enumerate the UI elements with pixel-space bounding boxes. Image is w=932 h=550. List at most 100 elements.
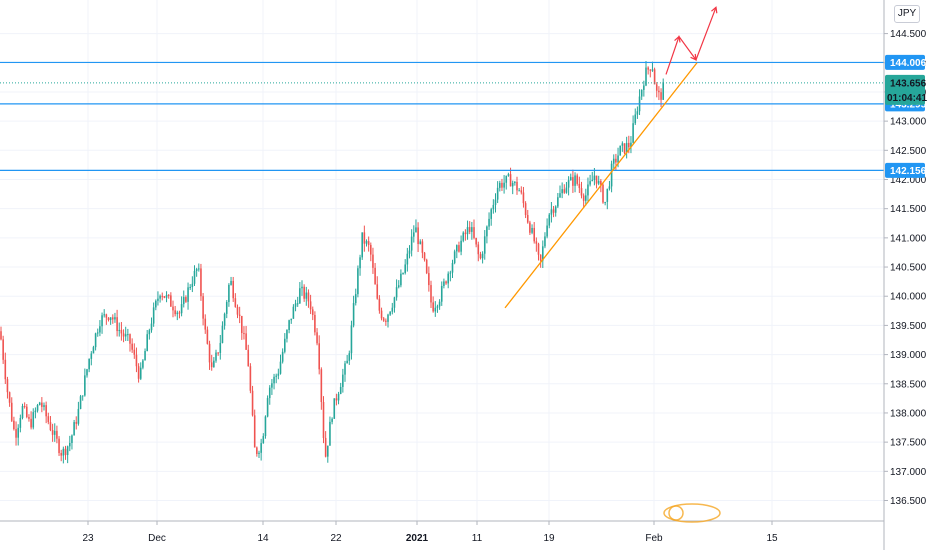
candle-body (352, 303, 355, 326)
candle-body (178, 312, 181, 314)
y-tick-label: 141.000 (890, 233, 927, 244)
candle-body (185, 297, 187, 302)
candle-body (107, 317, 110, 320)
projection-path[interactable] (665, 7, 717, 75)
candle-body (112, 317, 114, 320)
trendline[interactable] (504, 62, 698, 309)
y-tick-label: 136.500 (890, 496, 927, 507)
candle-body (417, 227, 419, 245)
candle-body (148, 330, 151, 335)
candle-body (503, 182, 505, 188)
price-axis-tags: 144.006 143.295 142.156 143.656 01:04:41 (885, 54, 927, 178)
candle-body (492, 204, 495, 210)
candle-body (139, 367, 142, 379)
candle-body (103, 314, 105, 316)
candle-body (273, 376, 275, 384)
candle-body (79, 396, 82, 409)
candle-body (146, 334, 148, 352)
candle-body (180, 304, 183, 314)
x-tick-label: Feb (645, 533, 663, 544)
candle-body (660, 92, 662, 100)
candle-body (182, 297, 185, 305)
candle-body (296, 303, 299, 305)
candle-body (170, 295, 172, 307)
candle-body (408, 250, 411, 254)
candle-body (434, 307, 437, 312)
candle-body (535, 241, 538, 244)
candle-body (402, 272, 404, 274)
candle-body (636, 111, 639, 115)
candle-body (327, 445, 329, 457)
candle-body (395, 287, 398, 298)
y-tick-label: 138.500 (890, 379, 927, 390)
candle-body (210, 362, 213, 368)
candle-body (322, 402, 325, 438)
candle-body (522, 192, 525, 204)
y-tick-label: 144.500 (890, 29, 927, 40)
candle-body (623, 143, 626, 153)
candle-body (475, 237, 477, 245)
candle-body (2, 339, 4, 360)
candle-body (582, 195, 585, 201)
candle-body (251, 390, 254, 416)
candle-body (542, 246, 544, 261)
logo-mark (668, 505, 684, 521)
projection-arrowhead (674, 35, 681, 43)
candle-body (26, 406, 28, 418)
candle-body (619, 145, 621, 156)
candle-body (651, 69, 654, 71)
candle-body (13, 420, 15, 430)
candle-body (249, 366, 252, 391)
candle-body (333, 398, 336, 419)
candle-body (73, 422, 75, 436)
candle-body (4, 359, 7, 380)
candle-body (223, 313, 226, 326)
candle-body (150, 323, 153, 331)
candle-body (299, 288, 301, 304)
candle-body (77, 408, 80, 424)
level-price-tag (885, 162, 925, 178)
candle-body (483, 236, 486, 254)
y-tick-label: 139.000 (890, 350, 927, 361)
candle-body (393, 297, 396, 308)
candle-body (92, 347, 95, 354)
candle-body (486, 226, 488, 237)
candle-body (314, 314, 316, 333)
candle-body (539, 254, 542, 261)
level-price-label: 142.156 (890, 166, 927, 177)
candle-body (537, 243, 540, 255)
candle-body (206, 329, 209, 344)
candle-body (193, 270, 196, 284)
projection-arrowhead (711, 6, 718, 14)
candle-body (477, 244, 480, 255)
candle-body (135, 354, 138, 367)
candle-body (640, 89, 643, 97)
candle-body (268, 387, 271, 399)
candle-body (19, 417, 22, 428)
candle-body (372, 254, 374, 268)
candle-body (567, 180, 570, 188)
candle-body (53, 430, 56, 435)
candlestick-series (0, 61, 664, 464)
time-axis[interactable]: 23 Dec 14 22 2021 11 19 Feb 15 (82, 521, 778, 544)
candle-body (256, 447, 258, 454)
x-tick-label: 14 (257, 533, 269, 544)
candle-body (195, 268, 198, 271)
candle-body (241, 315, 243, 334)
candle-body (253, 415, 256, 448)
candle-body (290, 318, 293, 321)
candle-body (460, 240, 462, 252)
candle-body (501, 182, 503, 188)
y-tick-label: 138.000 (890, 408, 927, 419)
candle-body (58, 438, 60, 454)
candle-body (335, 398, 338, 401)
candle-body (118, 329, 121, 332)
candle-body (318, 343, 320, 370)
candle-body (625, 142, 628, 153)
candle-body (520, 190, 523, 193)
currency-button[interactable]: JPY (894, 5, 920, 23)
candle-body (187, 287, 189, 302)
candle-body (225, 302, 228, 314)
candle-body (277, 373, 280, 376)
